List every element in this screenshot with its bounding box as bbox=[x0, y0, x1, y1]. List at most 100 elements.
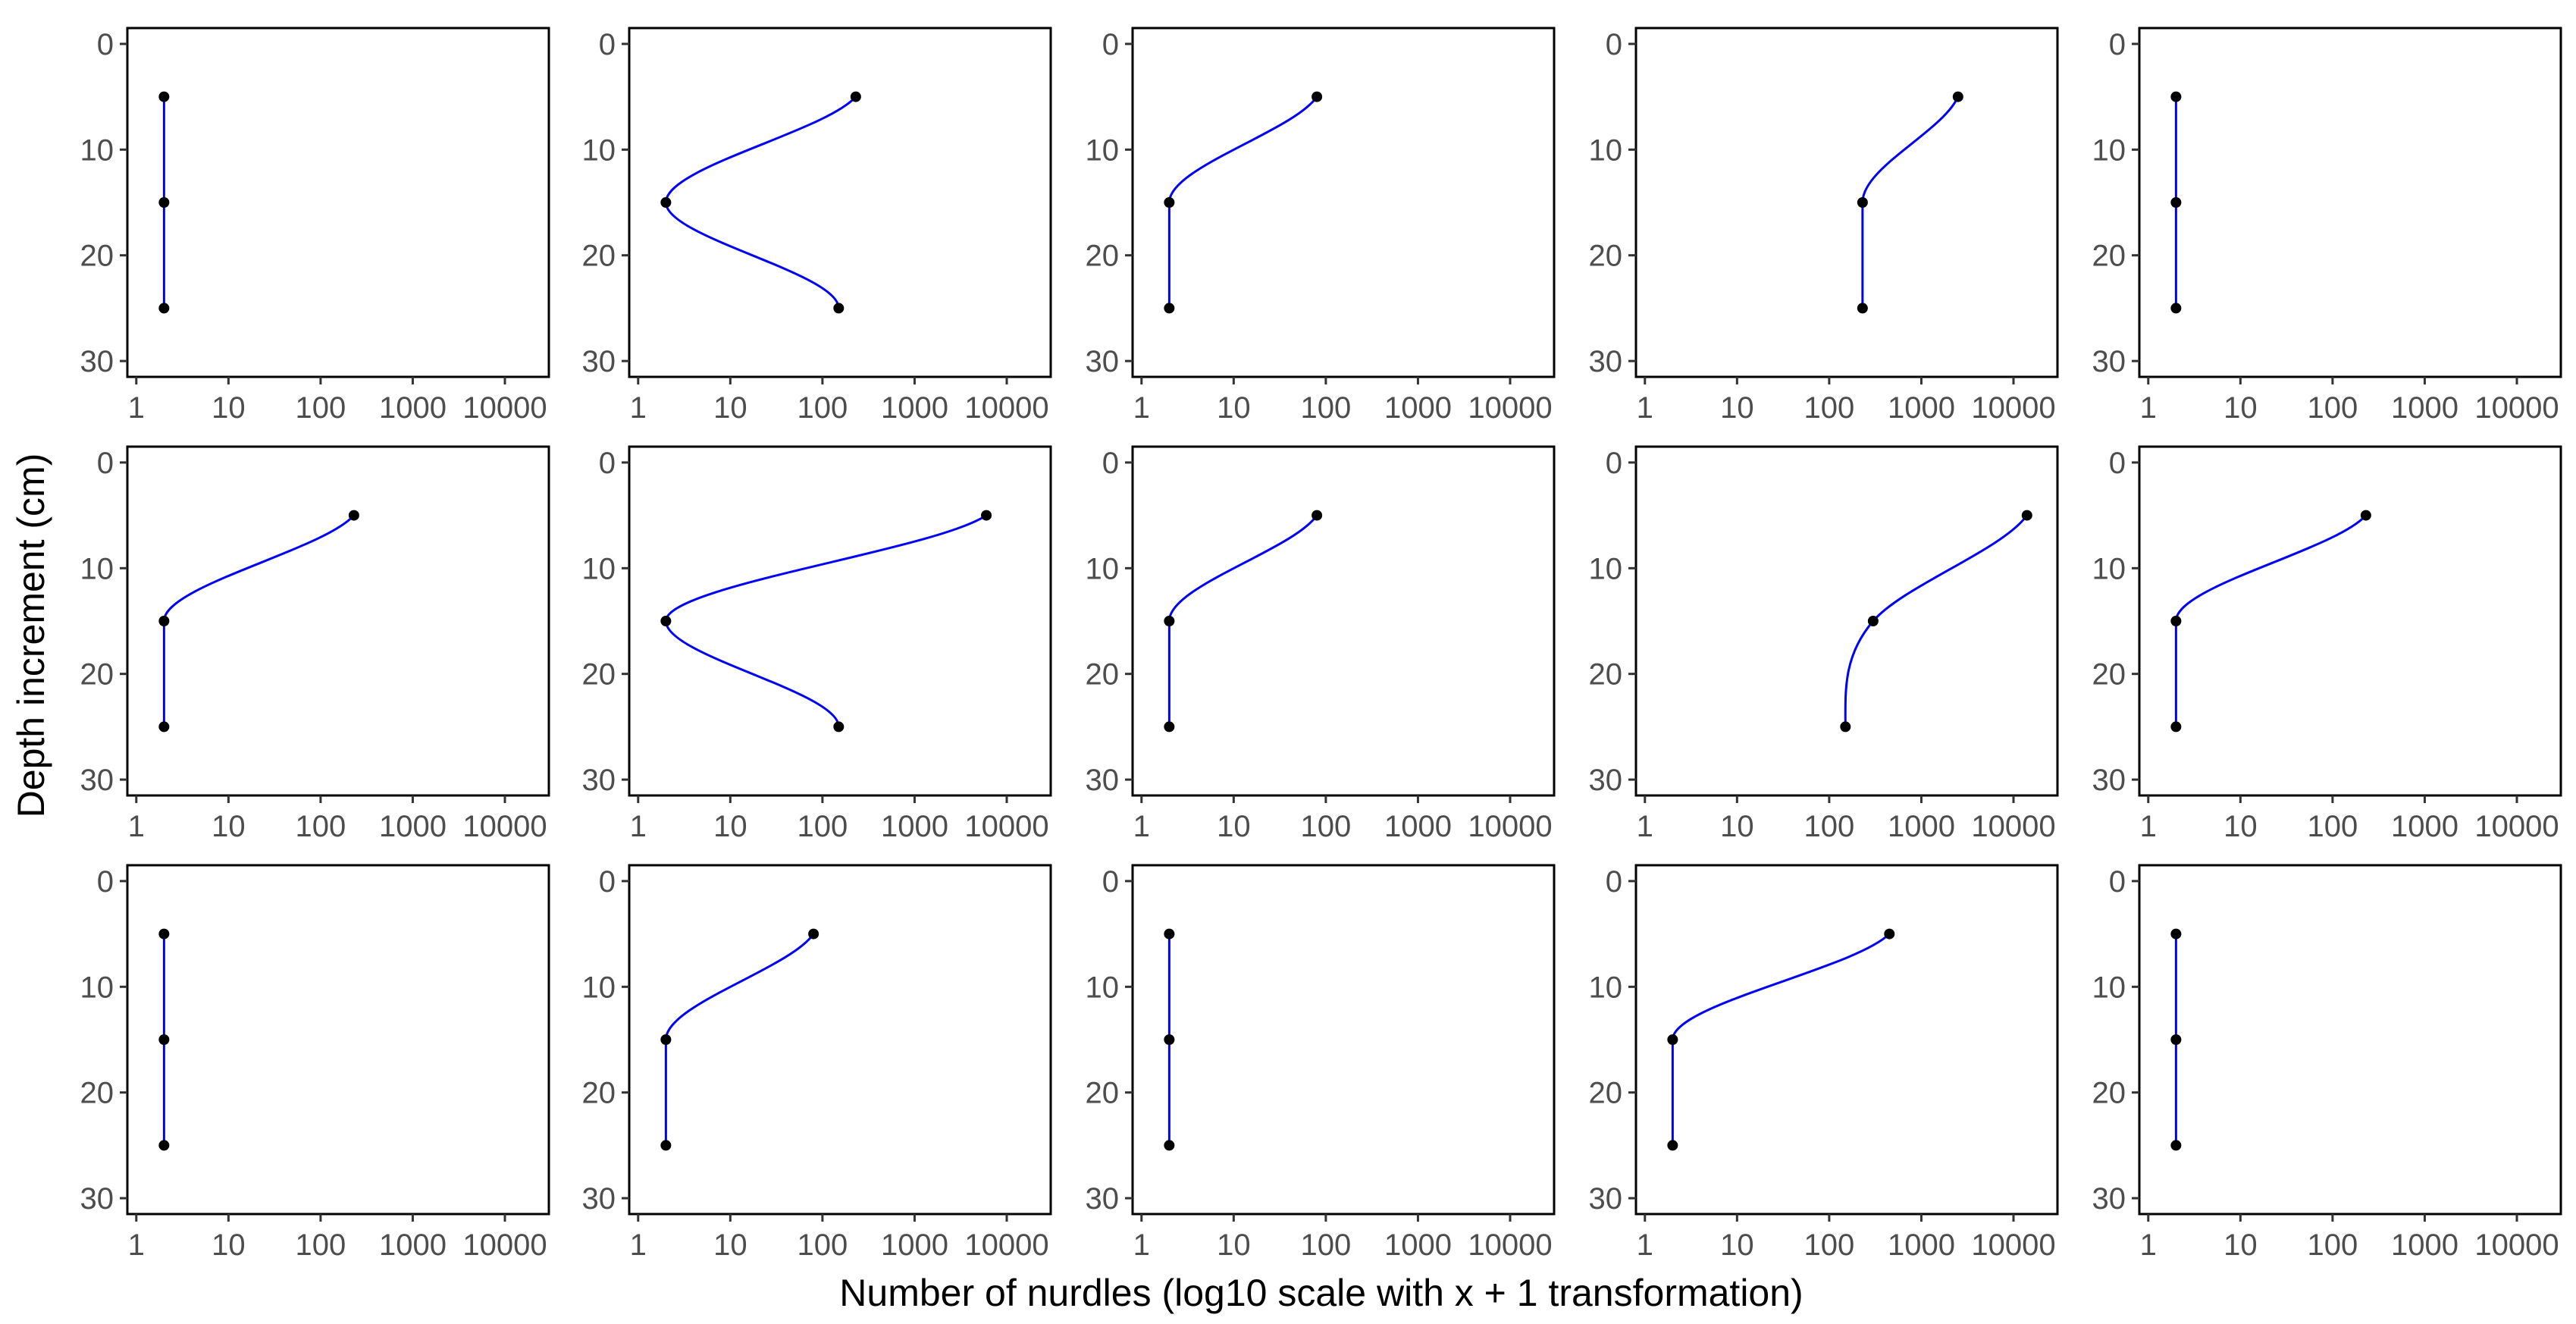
y-tick-label: 20 bbox=[582, 240, 616, 273]
y-tick-label: 10 bbox=[582, 552, 616, 585]
y-tick-label: 0 bbox=[1606, 447, 1622, 480]
x-tick-label: 1000 bbox=[379, 391, 447, 425]
series-line bbox=[1671, 933, 1891, 1146]
panel-frame bbox=[628, 864, 1052, 1216]
data-point bbox=[158, 197, 170, 208]
data-point bbox=[1667, 1140, 1678, 1151]
data-point bbox=[1164, 616, 1175, 626]
x-tick-label: 10 bbox=[1720, 810, 1754, 843]
y-tick-label: 20 bbox=[1589, 658, 1623, 692]
y-tick-label: 20 bbox=[80, 1077, 114, 1110]
y-tick-label: 0 bbox=[1102, 865, 1119, 899]
data-point bbox=[1857, 197, 1868, 208]
x-tick-label: 10 bbox=[212, 810, 246, 843]
x-tick-label: 100 bbox=[2308, 1228, 2358, 1262]
panel-3-2: 0 10 20 30 1 10 100 1000 10000 bbox=[582, 864, 1052, 1262]
panel-frame bbox=[126, 445, 550, 797]
y-tick-label: 0 bbox=[599, 28, 616, 61]
x-tick-label: 10 bbox=[2223, 810, 2258, 843]
y-tick-label: 0 bbox=[2109, 865, 2126, 899]
x-tick-label: 100 bbox=[798, 391, 848, 425]
y-tick-label: 30 bbox=[2092, 1182, 2126, 1216]
panel-1-2: 0 10 20 30 1 10 100 1000 10000 bbox=[582, 27, 1052, 425]
y-tick-label: 0 bbox=[1606, 865, 1622, 899]
x-tick-label: 100 bbox=[798, 810, 848, 843]
x-tick-label: 1000 bbox=[379, 1228, 447, 1262]
panel-2-4: 0 10 20 30 1 10 100 1000 10000 bbox=[1589, 445, 2059, 843]
x-tick-label: 100 bbox=[1301, 810, 1352, 843]
y-tick-label: 0 bbox=[599, 447, 616, 480]
y-tick-label: 10 bbox=[1589, 971, 1623, 1004]
data-point bbox=[158, 1034, 170, 1045]
y-tick-label: 10 bbox=[2092, 971, 2126, 1004]
y-tick-label: 10 bbox=[1086, 971, 1120, 1004]
data-point bbox=[1164, 1034, 1175, 1045]
data-point bbox=[158, 91, 170, 102]
panel-3-1: 0 10 20 30 1 10 100 1000 10000 bbox=[80, 864, 550, 1262]
y-tick-label: 20 bbox=[1589, 240, 1623, 273]
x-tick-label: 100 bbox=[1804, 1228, 1855, 1262]
y-tick-label: 10 bbox=[2092, 552, 2126, 585]
data-point bbox=[2170, 303, 2182, 314]
x-tick-label: 100 bbox=[2308, 391, 2358, 425]
x-tick-label: 10000 bbox=[462, 1228, 547, 1262]
data-point bbox=[1164, 928, 1175, 940]
x-tick-label: 10000 bbox=[462, 391, 547, 425]
panel-2-5: 0 10 20 30 1 10 100 1000 10000 bbox=[2092, 445, 2562, 843]
data-point bbox=[1952, 91, 1963, 102]
x-tick-label: 100 bbox=[296, 1228, 346, 1262]
x-tick-label: 10000 bbox=[964, 1228, 1048, 1262]
x-tick-label: 100 bbox=[1301, 1228, 1352, 1262]
x-tick-label: 1000 bbox=[881, 810, 948, 843]
data-point bbox=[348, 510, 359, 521]
y-tick-label: 20 bbox=[1086, 240, 1120, 273]
x-axis-title: Number of nurdles (log10 scale with x + … bbox=[839, 1272, 1803, 1314]
panel-2-3: 0 10 20 30 1 10 100 1000 10000 bbox=[1086, 445, 1556, 843]
y-tick-label: 0 bbox=[97, 447, 114, 480]
x-tick-label: 1 bbox=[128, 810, 145, 843]
x-tick-label: 100 bbox=[296, 810, 346, 843]
data-point bbox=[2021, 510, 2032, 521]
x-tick-label: 1 bbox=[1133, 810, 1150, 843]
y-tick-label: 20 bbox=[582, 658, 616, 692]
x-tick-label: 1 bbox=[1133, 391, 1150, 425]
y-tick-label: 10 bbox=[1086, 552, 1120, 585]
y-tick-label: 20 bbox=[2092, 658, 2126, 692]
panel-frame bbox=[1131, 445, 1556, 797]
y-tick-label: 0 bbox=[2109, 447, 2126, 480]
y-tick-label: 30 bbox=[80, 345, 114, 378]
x-tick-label: 10 bbox=[713, 391, 747, 425]
data-point bbox=[2170, 928, 2182, 940]
y-tick-label: 10 bbox=[2092, 133, 2126, 167]
y-tick-label: 30 bbox=[1086, 1182, 1120, 1216]
x-tick-label: 10000 bbox=[964, 810, 1048, 843]
series-line bbox=[664, 933, 815, 1146]
panel-3-4: 0 10 20 30 1 10 100 1000 10000 bbox=[1589, 864, 2059, 1262]
x-tick-label: 10000 bbox=[1468, 1228, 1552, 1262]
x-tick-label: 10000 bbox=[2474, 1228, 2559, 1262]
x-tick-label: 1 bbox=[630, 810, 647, 843]
y-axis-title: Depth increment (cm) bbox=[10, 453, 52, 818]
x-tick-label: 100 bbox=[1301, 391, 1352, 425]
series-line bbox=[2174, 514, 2367, 727]
data-point bbox=[660, 616, 672, 626]
x-tick-label: 1 bbox=[1133, 1228, 1150, 1262]
x-tick-label: 10 bbox=[212, 1228, 246, 1262]
panel-2-1: 0 10 20 30 1 10 100 1000 10000 bbox=[80, 445, 550, 843]
data-point bbox=[660, 1034, 672, 1045]
y-tick-label: 0 bbox=[2109, 28, 2126, 61]
y-tick-label: 30 bbox=[1589, 764, 1623, 797]
x-tick-label: 10 bbox=[2223, 391, 2258, 425]
panel-1-5: 0 10 20 30 1 10 100 1000 10000 bbox=[2092, 27, 2562, 425]
x-tick-label: 10000 bbox=[1971, 391, 2055, 425]
y-tick-label: 10 bbox=[1589, 133, 1623, 167]
y-tick-label: 30 bbox=[582, 764, 616, 797]
data-point bbox=[2170, 197, 2182, 208]
y-tick-label: 20 bbox=[80, 240, 114, 273]
x-tick-label: 1000 bbox=[379, 810, 447, 843]
x-tick-label: 10 bbox=[212, 391, 246, 425]
y-tick-label: 10 bbox=[582, 133, 616, 167]
data-point bbox=[1840, 721, 1851, 733]
